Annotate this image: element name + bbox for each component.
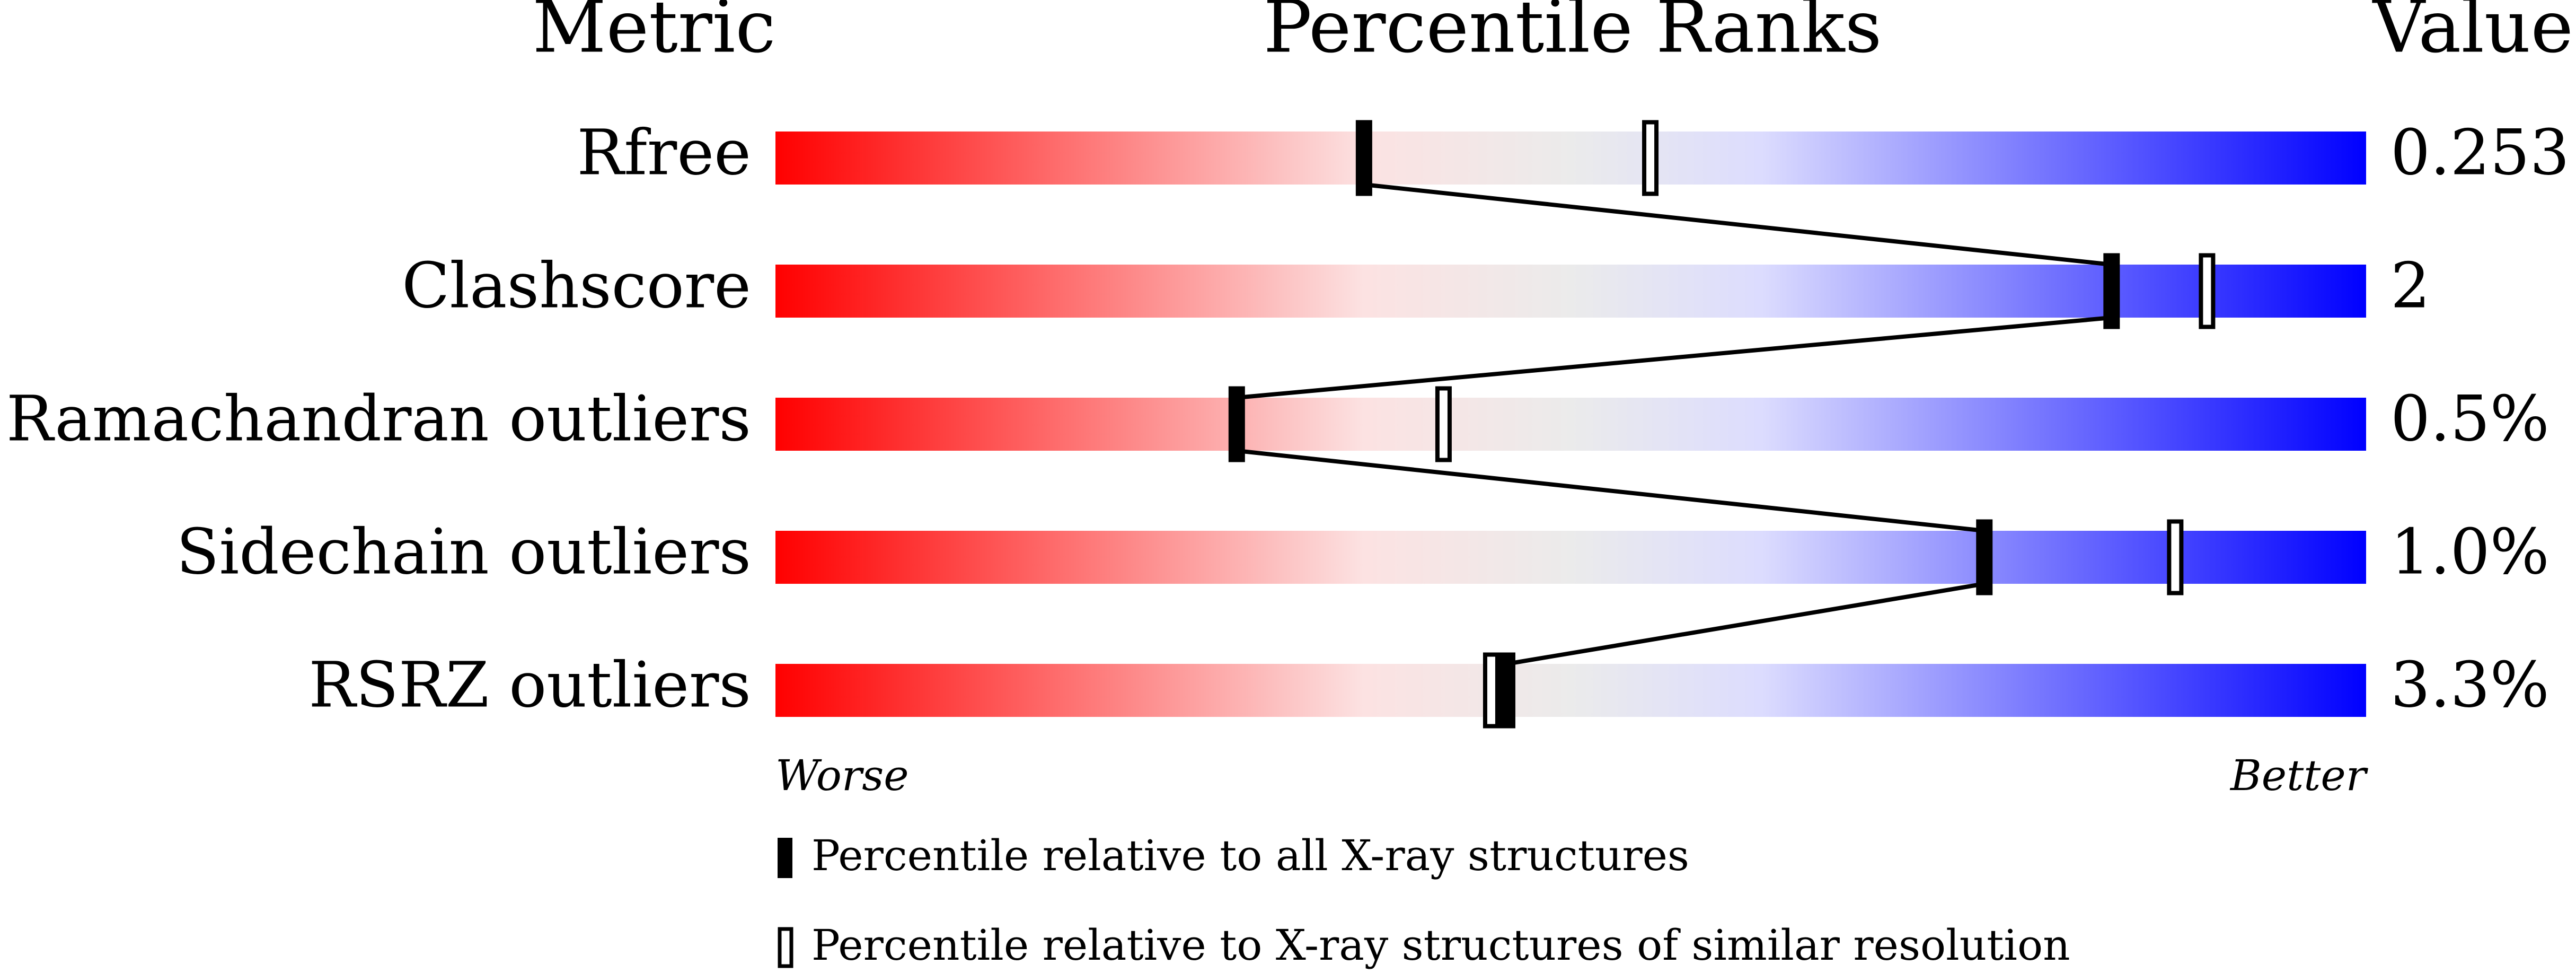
percentile-marker [2103, 253, 2120, 329]
metric-label: Ramachandran outliers [6, 382, 751, 455]
connector [1363, 182, 2112, 267]
resolution-marker [2167, 519, 2184, 595]
percentile-bar [775, 132, 2366, 185]
percentile-bar [775, 265, 2366, 318]
percentile-marker [1498, 652, 1515, 729]
axis-label-better: Better [2229, 751, 2369, 800]
header-metric: Metric [532, 0, 775, 69]
legend-label: Percentile relative to all X-ray structu… [811, 831, 1689, 880]
resolution-marker [1435, 386, 1452, 462]
connector [1506, 582, 1985, 666]
percentile-marker [1355, 120, 1372, 196]
metric-value: 0.253 [2390, 116, 2570, 189]
metric-label: Sidechain outliers [177, 515, 751, 589]
header-ranks: Percentile Ranks [1264, 0, 1882, 69]
metric-label: Rfree [577, 116, 751, 189]
resolution-marker [2199, 253, 2216, 329]
axis-label-worse: Worse [775, 751, 909, 800]
percentile-bar [775, 664, 2366, 717]
metric-value: 1.0% [2390, 515, 2549, 589]
resolution-marker [1483, 652, 1499, 729]
metric-value: 3.3% [2390, 648, 2549, 722]
percentile-bar [775, 398, 2366, 451]
connector [1236, 315, 2112, 400]
metric-value: 2 [2390, 249, 2430, 322]
metric-label: Clashscore [402, 249, 751, 322]
legend-swatch [778, 838, 792, 878]
metric-label: RSRZ outliers [308, 648, 751, 722]
header-value: Value [2372, 0, 2573, 69]
resolution-marker [1642, 120, 1659, 196]
legend-swatch [778, 927, 793, 968]
percentile-marker [1228, 386, 1245, 462]
connector [1236, 449, 1985, 533]
legend-label: Percentile relative to X-ray structures … [811, 921, 2070, 970]
metric-value: 0.5% [2390, 382, 2549, 455]
percentile-marker [1976, 519, 1993, 595]
percentile-bar [775, 531, 2366, 584]
